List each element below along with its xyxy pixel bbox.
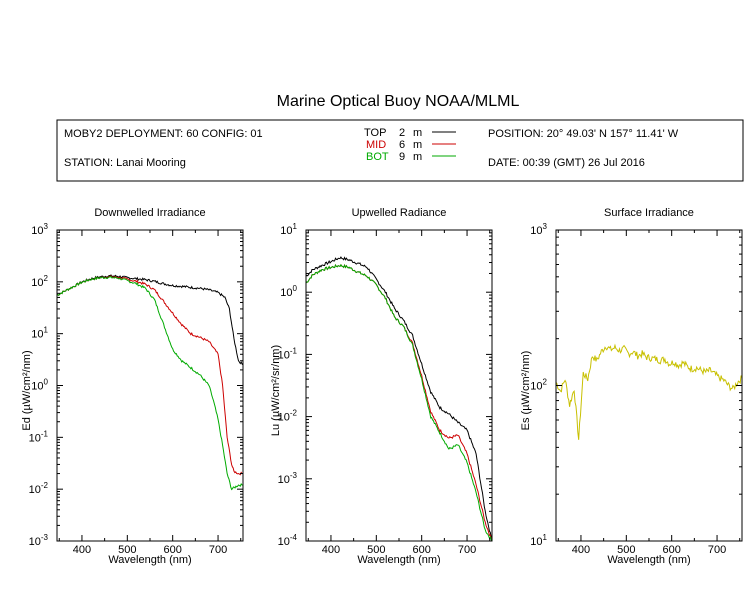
y-tick-label: 102 xyxy=(530,378,547,393)
series-line-es xyxy=(556,343,742,440)
y-axis-label: Ed (µW/cm²/nm) xyxy=(21,350,33,430)
info-box: MOBY2 DEPLOYMENT: 60 CONFIG: 01 STATION:… xyxy=(56,119,744,182)
legend-label-mid: MID xyxy=(366,139,386,151)
y-tick-label: 103 xyxy=(31,222,48,237)
panel-upwelled-radiance: Upwelled Radiance 10-4 10-3 10-2 10-1 100 101 4… xyxy=(270,207,493,566)
y-tick-label: 103 xyxy=(530,222,547,237)
series-line-top xyxy=(57,274,243,366)
legend-depth-top: 2 xyxy=(399,127,405,139)
figure-title: Marine Optical Buoy NOAA/MLML xyxy=(277,93,520,110)
panel-title: Surface Irradiance xyxy=(604,207,694,219)
legend-depth-bot: 9 xyxy=(399,151,405,163)
x-tick-label: 700 xyxy=(708,544,726,556)
panel-surface-irradiance: Surface Irradiance 101 102 103 400 500 600 700 W… xyxy=(520,207,743,566)
deployment-text: MOBY2 DEPLOYMENT: 60 CONFIG: 01 xyxy=(64,128,263,140)
y-tick-label: 101 xyxy=(31,326,48,341)
panel-title: Downwelled Irradiance xyxy=(94,207,205,219)
x-tick-label: 500 xyxy=(617,544,635,556)
y-axis-label: Es (µW/cm²/nm) xyxy=(520,351,532,431)
series-line-bot xyxy=(57,275,243,491)
x-tick-label: 700 xyxy=(209,544,227,556)
y-tick-label: 102 xyxy=(31,274,48,289)
series-group xyxy=(306,256,492,541)
legend-label-bot: BOT xyxy=(366,151,389,163)
legend: TOP 2 m MID 6 m BOT 9 m xyxy=(364,127,456,163)
panel-title: Upwelled Radiance xyxy=(352,207,447,219)
x-tick-label: 400 xyxy=(572,544,590,556)
series-line-top xyxy=(306,256,492,541)
legend-unit-bot: m xyxy=(413,151,422,163)
series-group xyxy=(556,343,742,440)
x-tick-label: 700 xyxy=(458,544,476,556)
x-tick-label: 400 xyxy=(73,544,91,556)
y-tick-label: 10-1 xyxy=(278,346,298,361)
y-tick-label: 10-3 xyxy=(29,533,49,548)
y-tick-label: 10-4 xyxy=(278,533,298,548)
y-tick-label: 10-2 xyxy=(278,409,298,424)
y-tick-label: 101 xyxy=(530,533,547,548)
y-tick-label: 10-1 xyxy=(29,429,49,444)
y-axis-label: Lu (µW/cm²/sr/nm) xyxy=(270,345,282,436)
x-tick-label: 400 xyxy=(322,544,340,556)
date-text: DATE: 00:39 (GMT) 26 Jul 2016 xyxy=(488,157,645,169)
plot-frame xyxy=(305,229,493,542)
x-axis-label: Wavelength (nm) xyxy=(108,554,191,566)
y-tick-label: 100 xyxy=(280,284,297,299)
station-text: STATION: Lanai Mooring xyxy=(64,157,186,169)
y-tick-label: 10-2 xyxy=(29,481,49,496)
y-tick-label: 100 xyxy=(31,378,48,393)
x-tick-label: 500 xyxy=(367,544,385,556)
legend-unit-mid: m xyxy=(413,139,422,151)
x-tick-label: 600 xyxy=(663,544,681,556)
series-line-mid xyxy=(57,275,243,476)
legend-unit-top: m xyxy=(413,127,422,139)
panel-downwelled-irradiance: Downwelled Irradiance 10-3 10-2 10-1 100 101 1… xyxy=(21,207,244,566)
x-tick-label: 500 xyxy=(118,544,136,556)
y-tick-label: 10-3 xyxy=(278,471,298,486)
position-text: POSITION: 20° 49.03' N 157° 11.41' W xyxy=(488,128,679,140)
series-line-bot xyxy=(306,263,492,541)
series-line-mid xyxy=(306,263,492,541)
y-tick-label: 101 xyxy=(280,222,297,237)
info-box-border xyxy=(56,119,744,182)
plot-frame xyxy=(56,229,244,542)
x-tick-label: 600 xyxy=(164,544,182,556)
series-group xyxy=(57,274,243,491)
x-tick-label: 600 xyxy=(413,544,431,556)
x-axis-label: Wavelength (nm) xyxy=(607,554,690,566)
legend-depth-mid: 6 xyxy=(399,139,405,151)
x-axis-label: Wavelength (nm) xyxy=(357,554,440,566)
legend-label-top: TOP xyxy=(364,127,386,139)
plot-frame xyxy=(555,229,743,542)
